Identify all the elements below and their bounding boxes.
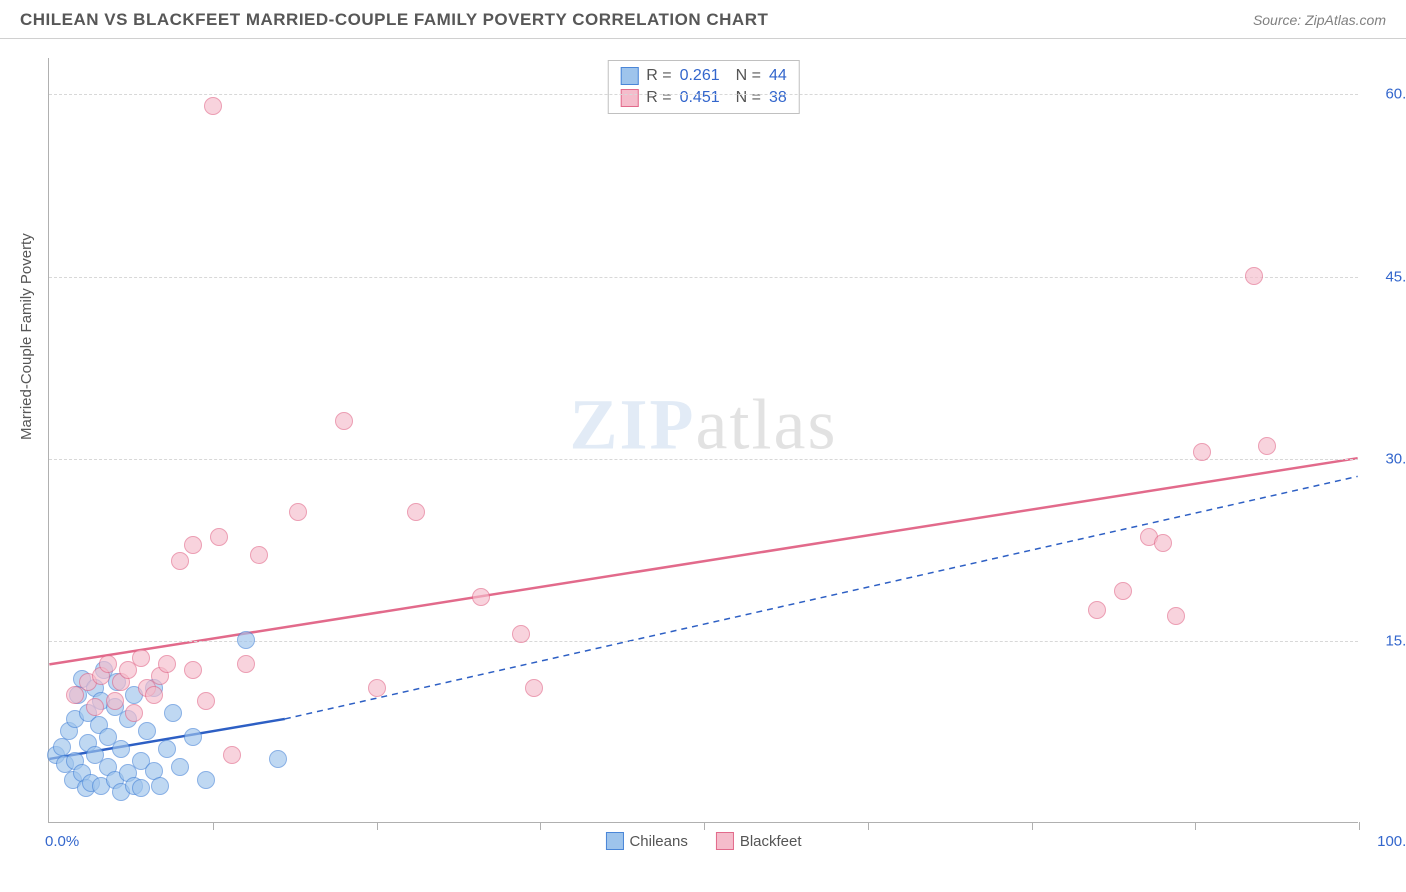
data-point bbox=[1154, 534, 1172, 552]
data-point bbox=[171, 552, 189, 570]
data-point bbox=[86, 698, 104, 716]
data-point bbox=[184, 728, 202, 746]
data-point bbox=[1245, 267, 1263, 285]
stat-legend-row: R =0.451N =38 bbox=[620, 87, 787, 109]
x-tick-label: 100.0% bbox=[1368, 833, 1406, 850]
legend-swatch bbox=[620, 67, 638, 85]
data-point bbox=[204, 97, 222, 115]
data-point bbox=[158, 655, 176, 673]
data-point bbox=[184, 661, 202, 679]
data-point bbox=[164, 704, 182, 722]
data-point bbox=[368, 679, 386, 697]
data-point bbox=[158, 740, 176, 758]
data-point bbox=[512, 625, 530, 643]
y-tick-label: 15.0% bbox=[1368, 632, 1406, 649]
data-point bbox=[407, 503, 425, 521]
data-point bbox=[250, 546, 268, 564]
data-point bbox=[1088, 601, 1106, 619]
data-point bbox=[99, 655, 117, 673]
data-point bbox=[145, 686, 163, 704]
legend-swatch bbox=[605, 832, 623, 850]
data-point bbox=[237, 655, 255, 673]
data-point bbox=[525, 679, 543, 697]
data-point bbox=[289, 503, 307, 521]
trend-lines-layer bbox=[49, 58, 1358, 822]
data-point bbox=[197, 771, 215, 789]
data-point bbox=[151, 777, 169, 795]
data-point bbox=[106, 692, 124, 710]
data-point bbox=[1193, 443, 1211, 461]
data-point bbox=[223, 746, 241, 764]
data-point bbox=[53, 738, 71, 756]
y-tick-label: 45.0% bbox=[1368, 268, 1406, 285]
legend-item: Blackfeet bbox=[716, 832, 802, 850]
watermark: ZIPatlas bbox=[570, 383, 838, 466]
data-point bbox=[269, 750, 287, 768]
x-tick bbox=[213, 822, 214, 830]
x-tick bbox=[868, 822, 869, 830]
x-tick bbox=[377, 822, 378, 830]
data-point bbox=[132, 649, 150, 667]
correlation-legend: R =0.261N =44R =0.451N =38 bbox=[607, 60, 800, 114]
series-legend: Chileans Blackfeet bbox=[605, 832, 801, 850]
legend-swatch bbox=[620, 89, 638, 107]
y-tick-label: 60.0% bbox=[1368, 86, 1406, 103]
chart-header: CHILEAN VS BLACKFEET MARRIED-COUPLE FAMI… bbox=[0, 0, 1406, 39]
x-tick bbox=[1032, 822, 1033, 830]
data-point bbox=[472, 588, 490, 606]
x-tick bbox=[1195, 822, 1196, 830]
data-point bbox=[1258, 437, 1276, 455]
x-tick bbox=[1359, 822, 1360, 830]
data-point bbox=[1114, 582, 1132, 600]
data-point bbox=[184, 536, 202, 554]
data-point bbox=[237, 631, 255, 649]
gridline-horizontal bbox=[49, 277, 1358, 278]
legend-swatch bbox=[716, 832, 734, 850]
y-axis-label: Married-Couple Family Poverty bbox=[18, 233, 35, 440]
data-point bbox=[132, 779, 150, 797]
gridline-horizontal bbox=[49, 459, 1358, 460]
data-point bbox=[197, 692, 215, 710]
chart-source: Source: ZipAtlas.com bbox=[1253, 12, 1386, 28]
data-point bbox=[112, 740, 130, 758]
data-point bbox=[335, 412, 353, 430]
data-point bbox=[138, 722, 156, 740]
data-point bbox=[171, 758, 189, 776]
legend-item: Chileans bbox=[605, 832, 687, 850]
plot-area: ZIPatlas R =0.261N =44R =0.451N =38 Chil… bbox=[48, 58, 1358, 823]
x-tick-label: 0.0% bbox=[45, 833, 79, 850]
y-tick-label: 30.0% bbox=[1368, 450, 1406, 467]
data-point bbox=[1167, 607, 1185, 625]
gridline-horizontal bbox=[49, 94, 1358, 95]
x-tick bbox=[540, 822, 541, 830]
stat-legend-row: R =0.261N =44 bbox=[620, 65, 787, 87]
x-tick bbox=[704, 822, 705, 830]
chart-title: CHILEAN VS BLACKFEET MARRIED-COUPLE FAMI… bbox=[20, 10, 768, 30]
data-point bbox=[125, 704, 143, 722]
data-point bbox=[210, 528, 228, 546]
